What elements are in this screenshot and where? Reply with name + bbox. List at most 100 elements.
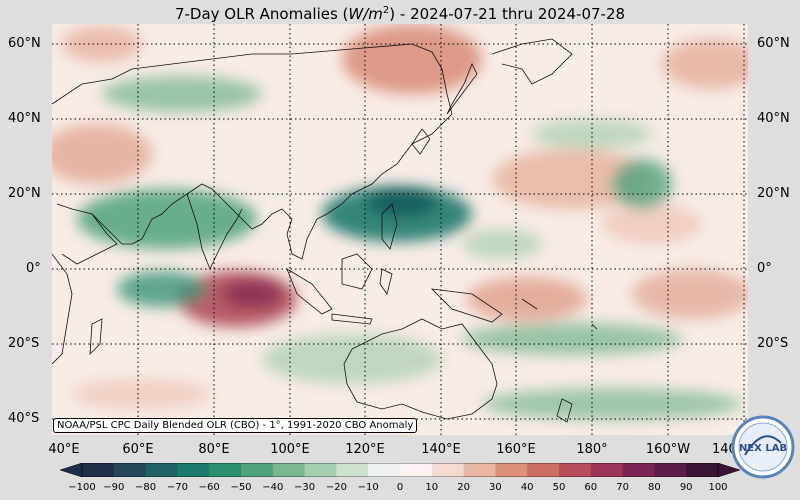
colorbar-tick-label: 80 <box>648 482 661 493</box>
colorbar-tick-label: 90 <box>679 482 693 493</box>
colorbar-tick-label: −80 <box>135 482 157 493</box>
negative-anomaly-region <box>367 187 437 217</box>
lon-label: 140°E <box>421 442 461 457</box>
colorbar-tick-label: 70 <box>616 482 629 493</box>
colorbar-segment <box>622 463 655 477</box>
colorbar-tick-label: −30 <box>294 482 316 493</box>
lat-label-left: 20°N <box>8 186 41 201</box>
colorbar-tick-label: −70 <box>166 482 188 493</box>
colorbar-segment <box>686 463 719 477</box>
negative-anomaly-region <box>532 119 652 149</box>
new-zealand-coastline <box>556 398 573 423</box>
positive-anomaly-region <box>467 277 587 321</box>
australia-coastline <box>343 318 498 420</box>
lat-label-left: 40°N <box>8 111 41 126</box>
colorbar-segment <box>113 463 147 477</box>
colorbar-tick-label: −10 <box>357 482 379 493</box>
korea-coastline <box>411 128 431 155</box>
positive-anomaly-region <box>342 24 482 94</box>
colorbar-tick-label: 60 <box>584 482 598 493</box>
positive-anomaly-region <box>72 379 212 409</box>
lon-label: 160°W <box>645 442 691 457</box>
colorbar-tick-label: −100 <box>68 482 96 493</box>
lon-label: 40°E <box>48 442 80 457</box>
lat-label-left: 40°S <box>8 411 40 426</box>
colorbar-tick-label: −60 <box>198 482 220 493</box>
lat-label-left: 20°S <box>8 336 40 351</box>
new-guinea-coastline <box>430 288 503 323</box>
lat-label-right: 20°N <box>757 186 790 201</box>
negative-anomaly-region <box>117 271 207 307</box>
negative-anomaly-region <box>77 189 257 249</box>
japan-coastline <box>446 63 478 115</box>
colorbar-tick-label: 100 <box>708 482 728 493</box>
colorbar-tick-label: −40 <box>262 482 284 493</box>
colorbar-tick-label: 10 <box>425 482 439 493</box>
sulawesi-coastline <box>379 268 393 295</box>
colorbar-segment <box>82 463 115 477</box>
arabia-coastline <box>61 213 118 265</box>
positive-anomaly-region <box>632 269 748 319</box>
nexlab-logo: NEX LAB <box>731 415 795 479</box>
colorbar-extend-low <box>60 463 83 477</box>
lon-label: 160°E <box>496 442 536 457</box>
madagascar-coastline <box>89 318 103 356</box>
colorbar-segment <box>654 463 687 477</box>
solomon-islands-coastline <box>521 298 538 310</box>
colorbar-segment <box>336 463 369 477</box>
negative-anomaly-region <box>612 159 672 209</box>
lat-label-right: 20°S <box>757 336 789 351</box>
philippines-coastline <box>381 203 398 250</box>
positive-anomaly-region <box>602 204 702 244</box>
colorbar-segment <box>272 463 306 477</box>
coastlines <box>52 38 598 423</box>
colorbar-segment <box>463 463 496 477</box>
colorbar-segment <box>590 463 624 477</box>
java-coastline <box>331 313 373 325</box>
positive-anomaly-region <box>492 149 652 209</box>
sumatra-coastline <box>286 268 333 315</box>
colorbar-tick-label: 50 <box>552 482 566 493</box>
colorbar-segment <box>495 463 528 477</box>
colorbar-segment <box>559 463 592 477</box>
positive-anomaly-region <box>52 124 152 184</box>
positive-anomaly-region <box>222 280 282 308</box>
negative-anomaly-region <box>462 229 542 259</box>
lon-label: 120°E <box>345 442 385 457</box>
lon-label: 100°E <box>270 442 310 457</box>
negative-anomaly-region <box>462 323 682 355</box>
lat-label-right: 0° <box>757 261 772 276</box>
colorbar-tick-label: 0 <box>396 482 404 493</box>
svg-text:NEX LAB: NEX LAB <box>739 443 787 454</box>
colorbar-segment <box>209 463 242 477</box>
borneo-coastline <box>341 253 373 290</box>
lat-label-right: 60°N <box>757 36 790 51</box>
colorbar-segment <box>177 463 210 477</box>
colorbar-segment <box>241 463 274 477</box>
negative-anomaly-region <box>482 388 742 420</box>
lon-label: 80°E <box>198 442 230 457</box>
colorbar-segment <box>400 463 433 477</box>
india-coastline <box>186 193 243 271</box>
colorbar-segment <box>145 463 178 477</box>
colorbar <box>60 463 740 477</box>
colorbar-tick-label: −90 <box>103 482 125 493</box>
colorbar-tick-label: −50 <box>230 482 252 493</box>
colorbar-segment <box>304 463 337 477</box>
lat-label-right: 40°N <box>757 111 790 126</box>
lon-label: 180° <box>576 442 608 457</box>
kamchatka-coastline <box>491 38 573 85</box>
map-title: 7-Day OLR Anomalies (W/m2) - 2024-07-21 … <box>174 5 626 23</box>
colorbar-segment <box>368 463 401 477</box>
colorbar-segment <box>527 463 560 477</box>
colorbar-frame <box>81 463 719 477</box>
colorbar-tick-label: −20 <box>325 482 347 493</box>
lon-label: 60°E <box>122 442 154 457</box>
colorbar-segment <box>431 463 465 477</box>
colorbar-tick-label: 40 <box>520 482 534 493</box>
asia-coastline <box>52 43 453 260</box>
negative-anomaly-region <box>262 334 442 384</box>
colorbar-tick-label: 30 <box>489 482 502 493</box>
africa-coastline <box>52 253 73 365</box>
colorbar-tick-label: 20 <box>457 482 470 493</box>
